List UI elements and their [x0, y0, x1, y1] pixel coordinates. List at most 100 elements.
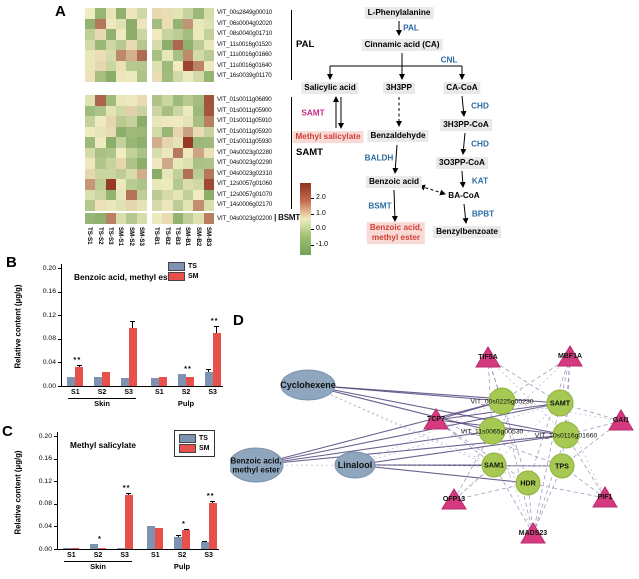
- enzyme-label-samt-2: SAMT: [301, 108, 325, 118]
- heatmap-cell: [95, 158, 107, 169]
- network-node-label-v11: VIT_11s0065g00530: [461, 429, 524, 436]
- heatmap-cell: [115, 168, 127, 180]
- y-tick-label: 0.08: [38, 500, 52, 508]
- network-node-tcp7: [423, 408, 449, 430]
- error-bar-cap: [76, 364, 82, 366]
- heatmap-cell: [95, 147, 107, 159]
- heatmap-cell: [203, 200, 215, 211]
- network-node-cyc: [280, 369, 336, 401]
- network-edge-lin-samt: [354, 402, 561, 466]
- heatmap-cell: [203, 158, 215, 169]
- heatmap-cell: [182, 8, 194, 19]
- y-tick-label: 0.00: [38, 545, 52, 553]
- heatmap-cell: [95, 29, 107, 40]
- heatmap-cell: [152, 116, 163, 127]
- heatmap-cell: [105, 200, 117, 211]
- gene-id-label: VIT_11s0016g01520: [217, 40, 272, 48]
- heatmap-cell: [182, 60, 194, 72]
- heatmap-cell: [203, 213, 215, 224]
- heatmap-cell: [162, 189, 174, 201]
- heatmap-cell: [105, 105, 117, 117]
- heatmap-cell: [203, 39, 215, 51]
- gene-group-label: SAMT: [296, 146, 323, 158]
- heatmap-cell: [152, 158, 163, 169]
- panel-a-label: A: [55, 3, 66, 20]
- heatmap-cell: [136, 137, 148, 148]
- bar-ts-1: [90, 544, 98, 549]
- heatmap-cell: [136, 105, 148, 117]
- heatmap-cell: [115, 105, 127, 117]
- heatmap-cell: [136, 147, 148, 159]
- heatmap-cell: [136, 95, 148, 106]
- heatmap-cell: [85, 71, 96, 82]
- heatmap-cell: [85, 18, 96, 30]
- heatmap-cell: [203, 137, 215, 148]
- heatmap-cell: [203, 168, 215, 180]
- heatmap-cell: [136, 189, 148, 201]
- heatmap-cell: [85, 213, 96, 224]
- network-node-tps: [549, 453, 575, 479]
- x-category-label: S3: [208, 389, 217, 396]
- y-tick-label: 0.08: [42, 335, 56, 343]
- heatmap-cell: [136, 158, 148, 169]
- heatmap-cell: [162, 95, 174, 106]
- pathway-node-cacoa: CA-CoA: [443, 82, 481, 94]
- heatmap-cell: [105, 39, 117, 51]
- error-bar-line: [132, 320, 134, 329]
- x-axis: [57, 549, 219, 550]
- heatmap-cell: [126, 126, 138, 138]
- heatmap-cell: [85, 189, 96, 201]
- heatmap-cell: [152, 18, 163, 30]
- heatmap-cell: [95, 137, 107, 148]
- pathway-node-o3ppcoa: 3O3PP-CoA: [436, 157, 488, 169]
- heatmap-cell: [105, 60, 117, 72]
- heatmap-cell: [172, 147, 184, 159]
- heatmap-cell: [152, 95, 163, 106]
- x-category-label: S2: [181, 389, 191, 396]
- gene-id-label: VIT_01s0011g05900: [217, 106, 272, 114]
- chart-title: Methyl salicylate: [70, 440, 136, 450]
- gene-id-label: VIT_14s0006g02170: [217, 201, 273, 208]
- bar-ts-0: [67, 376, 76, 386]
- y-tick-label: 0.12: [42, 311, 56, 319]
- significance-annotation: **: [206, 490, 215, 500]
- x-category-label: S2: [177, 552, 187, 559]
- heatmap-cell: [136, 213, 148, 224]
- x-axis: [61, 386, 223, 387]
- pathway-node-benzoic: Benzoic acid: [365, 176, 423, 188]
- chart-benzoic-acid-methyl-ester: 0.00 0.04 0.08 0.12 0.16 0.20 Benzoic acid, me…: [6, 256, 238, 408]
- enzyme-label-bsmt-7: BSMT: [368, 201, 392, 211]
- y-tick-mark: [58, 315, 61, 317]
- gene-id-label: VIT_12s0057g01070: [217, 190, 273, 198]
- network-node-label-hdr: HDR: [520, 479, 536, 488]
- network-node-label-bme: methyl ester: [232, 466, 279, 475]
- heatmap-cell: [126, 147, 138, 159]
- heatmap-cell: [182, 147, 194, 159]
- network-edge-mads23-samt: [532, 402, 561, 535]
- heatmap-cell: [182, 137, 194, 148]
- heatmap-cell: [172, 71, 184, 82]
- y-tick-mark: [54, 503, 57, 505]
- heatmap-cell: [152, 213, 163, 224]
- heatmap-cell: [203, 71, 215, 82]
- heatmap-cell: [95, 60, 107, 72]
- heatmap-cell: [152, 105, 163, 117]
- heatmap-cell: [172, 213, 184, 224]
- heatmap-cell: [105, 126, 117, 138]
- bar-ts-4: [174, 536, 182, 549]
- significance-annotation: **: [210, 316, 219, 326]
- error-bar-line: [128, 493, 130, 496]
- network-edge-lin-hdr: [354, 464, 529, 484]
- x-category-label: S2: [93, 552, 103, 559]
- heatmap-cell: [85, 116, 96, 127]
- network-node-label-tps: TPS: [555, 462, 569, 471]
- heatmap-cell: [193, 116, 205, 127]
- heatmap-cell: [193, 213, 205, 224]
- network-edge-bme-v00: [255, 400, 503, 466]
- network-edge-lin-v00: [354, 400, 503, 466]
- heatmap-cell: [95, 200, 107, 211]
- bar-ts-2: [120, 378, 129, 386]
- heatmap-cell: [85, 126, 96, 138]
- network-node-mbf1a: [557, 345, 583, 367]
- heatmap-cell: [85, 60, 96, 72]
